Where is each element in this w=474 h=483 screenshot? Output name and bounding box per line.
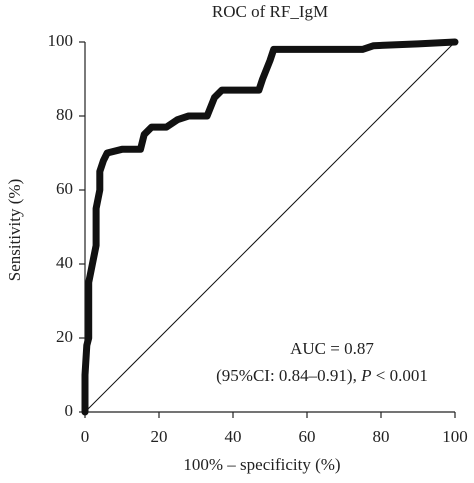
auc-annotation: AUC = 0.87 <box>290 339 374 358</box>
x-tick-label: 20 <box>151 427 168 446</box>
x-tick-label: 60 <box>299 427 316 446</box>
x-tick-label: 0 <box>81 427 90 446</box>
ci-text: (95%CI: 0.84–0.91), <box>216 366 361 385</box>
p-symbol: P <box>360 366 371 385</box>
ci-annotation: (95%CI: 0.84–0.91), P < 0.001 <box>216 366 428 385</box>
y-tick-label: 40 <box>56 253 73 272</box>
y-tick-label: 60 <box>56 179 73 198</box>
x-tick-label: 80 <box>373 427 390 446</box>
roc-line <box>84 41 456 413</box>
chart-title: ROC of RF_IgM <box>212 2 328 21</box>
x-tick-label: 40 <box>225 427 242 446</box>
x-tick-label: 100 <box>442 427 468 446</box>
y-tick-label: 20 <box>56 327 73 346</box>
ci-text: < 0.001 <box>372 366 428 385</box>
y-tick-label: 100 <box>48 31 74 50</box>
y-axis-label: Sensitivity (%) <box>5 179 24 281</box>
x-axis-label: 100% – specificity (%) <box>183 455 340 474</box>
roc-line <box>81 38 459 416</box>
y-tick-label: 0 <box>65 401 74 420</box>
y-tick-label: 80 <box>56 105 73 124</box>
